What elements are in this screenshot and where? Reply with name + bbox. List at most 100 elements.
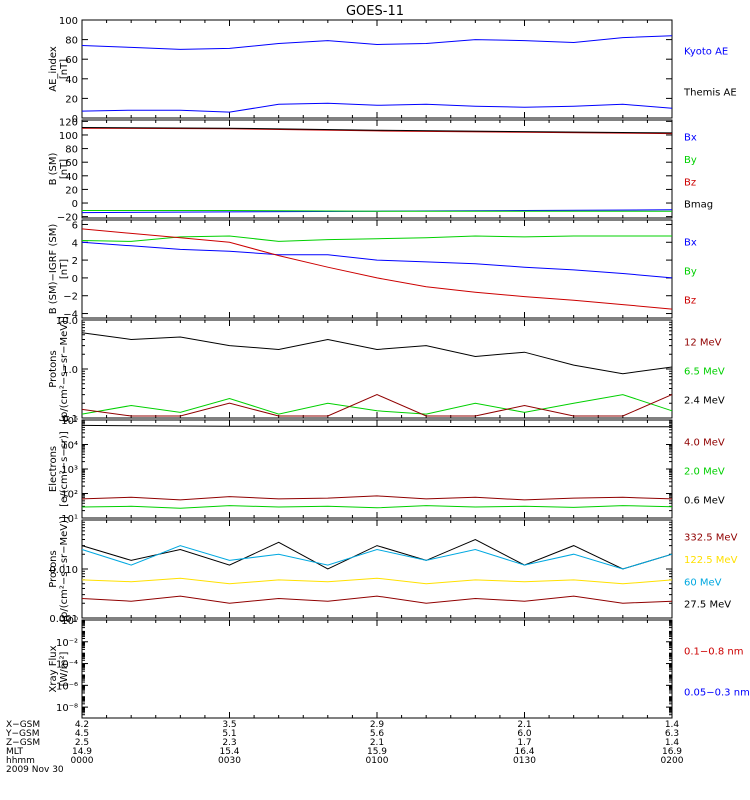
y-axis-label-line: Electrons: [48, 446, 59, 492]
x-axis-value: 2.9: [370, 720, 385, 730]
y-tick-label: 80: [65, 145, 78, 156]
y-axis-label-line: Protons: [48, 350, 59, 387]
y-tick-label: 10⁰: [61, 616, 78, 627]
x-axis-value: 0000: [71, 756, 94, 766]
y-axis-label-line: [nT]: [59, 259, 70, 279]
y-tick-label: 60: [65, 158, 78, 169]
y-axis-label-line: Protons: [48, 550, 59, 587]
panel-frame: [81, 119, 673, 219]
series-line-2: [81, 505, 673, 509]
legend-entry-3: Bz: [684, 295, 696, 306]
x-axis-value: 1.4: [665, 720, 680, 730]
x-axis-value: 16.4: [514, 747, 534, 757]
series-line-3: [81, 228, 673, 310]
y-tick-label: 10⁻²: [56, 638, 78, 649]
y-axis-label: AE_index[nT]: [48, 46, 70, 92]
y-axis-label-line: AE_index: [48, 46, 59, 92]
y-axis-label: Xray Flux[W/m²]: [48, 645, 70, 692]
series-line-2: [81, 545, 673, 570]
panel-frame: [81, 519, 673, 619]
y-axis-label: Electrons[e/(cm²−s−sr)]: [48, 431, 70, 507]
series-line-2: [81, 394, 673, 415]
x-axis-value: 16.9: [662, 747, 682, 757]
legend-entry-1: 0.1−0.8 nm: [684, 647, 743, 658]
y-tick-label: 0: [72, 114, 78, 125]
y-tick-label: 4: [72, 238, 78, 249]
x-axis-row-label: Y−GSM: [5, 729, 40, 739]
legend-entry-1: Bx: [684, 238, 697, 249]
x-axis-value: 2.1: [370, 738, 384, 748]
y-tick-label: 10¹: [61, 514, 78, 525]
x-axis-value: 1.7: [517, 738, 531, 748]
x-axis-value: 1.4: [665, 738, 680, 748]
x-axis-value: 15.9: [367, 747, 387, 757]
y-axis-label: B (SM)−IGRF (SM)[nT]: [48, 224, 70, 315]
x-axis-value: 2.3: [222, 738, 236, 748]
series-line-2: [81, 102, 673, 113]
series-line-3: [81, 127, 673, 135]
x-axis-row-label: MLT: [6, 747, 24, 757]
legend-entry-1: 12 MeV: [684, 338, 722, 349]
y-axis-label-line: [nT]: [59, 159, 70, 179]
legend-entry-1: 332.5 MeV: [684, 533, 738, 544]
x-axis-value: 0030: [218, 756, 241, 766]
y-tick-label: 40: [65, 75, 78, 86]
y-tick-label: 10⁵: [61, 416, 78, 427]
y-axis-label-line: [nT]: [59, 59, 70, 79]
y-tick-label: 0.001: [49, 614, 78, 625]
y-tick-label: 40: [65, 172, 78, 183]
legend-entry-1: 4.0 MeV: [684, 438, 725, 449]
y-axis-label: Protons[p/(cm²−s−sr−MeV)]: [48, 516, 70, 622]
series-line-3: [81, 394, 673, 417]
legend-entry-2: 2.0 MeV: [684, 466, 725, 477]
y-axis-label-line: B (SM)−IGRF (SM): [48, 224, 59, 315]
series-line-1: [81, 495, 673, 501]
x-axis-value: 0200: [661, 756, 684, 766]
series-line-1: [81, 332, 673, 375]
series-line-1: [81, 538, 673, 570]
y-tick-label: −2: [63, 292, 78, 303]
y-axis-label-line: [e/(cm²−s−sr)]: [59, 431, 70, 507]
y-tick-label: 0: [72, 274, 78, 285]
legend-entry-3: 2.4 MeV: [684, 395, 725, 406]
y-tick-label: 10⁴: [61, 441, 78, 452]
series-line-1: [81, 241, 673, 279]
y-axis-label-line: B (SM): [48, 152, 59, 185]
x-axis-value: 6.0: [517, 729, 532, 739]
legend-entry-2: 6.5 MeV: [684, 366, 725, 377]
y-tick-label: 60: [65, 55, 78, 66]
series-line-4: [81, 595, 673, 604]
legend-entry-4: 27.5 MeV: [684, 600, 731, 611]
x-axis-row-label: X−GSM: [6, 720, 40, 730]
legend-entry-2: 122.5 MeV: [684, 555, 738, 566]
y-tick-label: 20: [65, 94, 78, 105]
panel-frame: [81, 619, 673, 719]
y-axis-label: Protons[p/(cm²−s−sr−MeV)]: [48, 316, 70, 422]
x-axis-value: 5.6: [370, 729, 385, 739]
x-axis-value: 5.1: [222, 729, 236, 739]
x-axis-value: 4.2: [75, 720, 89, 730]
y-tick-label: 100: [59, 16, 78, 27]
legend-entry-2: 0.05−0.3 nm: [684, 687, 750, 698]
series-line-2: [81, 235, 672, 242]
x-axis-value: 3.5: [222, 720, 236, 730]
y-tick-label: 0.010: [49, 565, 78, 576]
y-tick-label: 10²: [61, 490, 78, 501]
series-line-4: [81, 127, 673, 134]
y-axis-label-line: [W/m²]: [59, 651, 70, 686]
legend-entry-1: Bx: [684, 133, 697, 144]
legend-entry-2: Themis AE: [683, 87, 737, 98]
x-axis-value: 15.4: [219, 747, 239, 757]
series-line-3: [81, 424, 672, 428]
legend-entry-2: By: [684, 266, 697, 277]
y-axis-label-line: [p/(cm²−s−sr−MeV)]: [59, 316, 70, 422]
panel-2: −20 0 20 40 60 80 100 120 B (SM)[nT] Bx By Bz Bmag: [48, 117, 713, 223]
x-axis-row-label: hhmm: [6, 756, 35, 766]
legend-entry-3: 0.6 MeV: [684, 495, 725, 506]
x-axis-value: 6.3: [665, 729, 679, 739]
